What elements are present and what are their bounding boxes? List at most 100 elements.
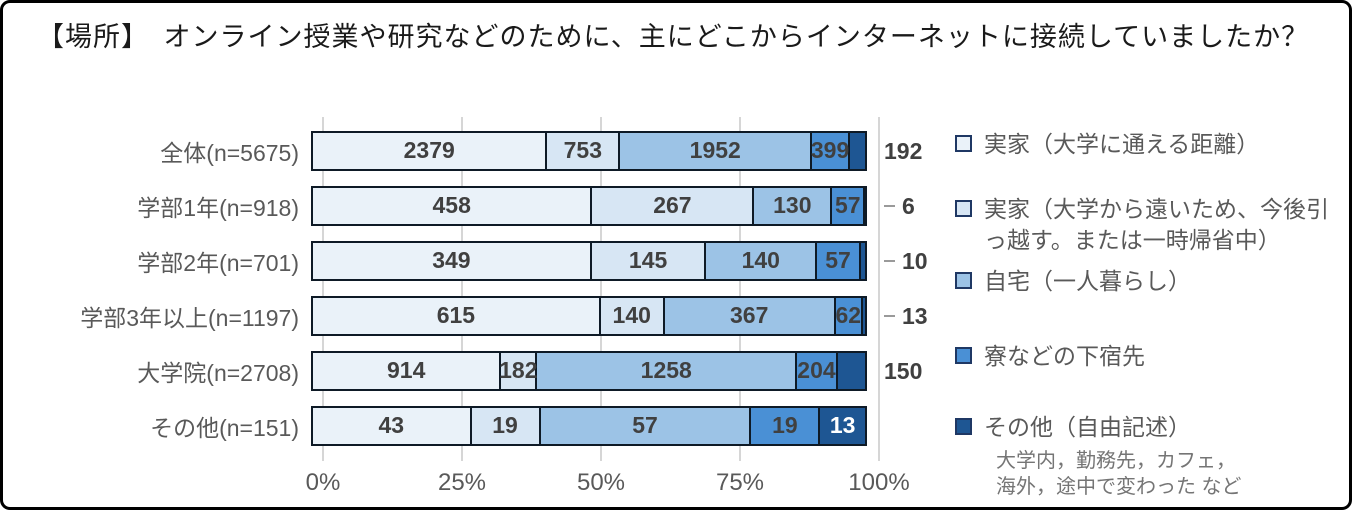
bar-value-label: 145 [628,246,668,273]
bar-segment [863,186,868,226]
bar-value-label: 2379 [403,136,455,163]
category-label: その他(n=151) [150,415,299,441]
bar-track: 615 140 367 62 [311,296,875,336]
category-label: 学部1年(n=918) [137,195,299,221]
chart-row: 大学院(n=2708) 914 182 1258 204 150 [3,351,1349,391]
category-label: 全体(n=5675) [160,140,299,166]
bar-value-label: 367 [729,301,769,328]
gridline [878,117,880,461]
legend: 実家（大学に通える距離） 実家（大学から遠いため、今後引っ越す。または一時帰省中）… [955,129,1349,500]
chart-row: 学部1年(n=918) 458 267 130 57 6 [3,186,1349,226]
bar-segment: 753 [545,131,621,171]
legend-item: 自宅（一人暮らし） [955,266,1349,297]
bar-value-label: 13 [829,411,856,438]
bar-segment: 267 [590,186,755,226]
bar-value-label: 57 [632,411,658,438]
bar-segment: 349 [311,241,592,281]
bar-segment: 367 [662,296,836,336]
legend-swatch [955,200,972,217]
bar-value-label: 130 [773,191,812,218]
x-tick-label: 25% [437,469,487,496]
bar-outside-label: 150 [884,358,922,385]
legend-label: 実家（大学から遠いため、今後引っ越す。または一時帰省中） [984,196,1329,253]
bar-value-label: 43 [378,411,405,438]
legend-item: 寮などの下宿先 [955,341,1349,372]
bar-outside-label: 10 [884,248,928,275]
bar-value-label: 458 [432,191,471,218]
bar-segment: 2379 [311,131,548,171]
bar-track: 349 145 140 57 [311,241,875,281]
bar-segment: 57 [830,186,866,226]
bar-segment: 1952 [618,131,813,171]
x-tick-label: 50% [576,469,626,496]
bar-outside-value: 192 [884,137,923,164]
bar-segment: 57 [538,406,752,446]
bar-value-label: 267 [653,191,692,218]
bar-outside-value: 150 [884,357,923,384]
bar-segment: 145 [589,241,707,281]
category-label: 大学院(n=2708) [137,360,299,386]
bar-value-label: 140 [612,301,651,328]
x-tick-label: 75% [715,469,765,496]
bar-outside-value: 13 [902,302,928,329]
chart-row: 学部2年(n=701) 349 145 140 57 10 [3,241,1349,281]
bar-outside-value: 10 [902,247,928,274]
legend-item: 実家（大学から遠いため、今後引っ越す。または一時帰省中） [955,194,1349,256]
bar-track: 458 267 130 57 [311,186,875,226]
gridline [322,117,324,461]
bar-outside-label: 13 [884,303,928,330]
bar-value-label: 914 [386,356,426,383]
bar-segment: 458 [311,186,593,226]
bar-value-label: 57 [825,246,851,273]
bar-rows: 全体(n=5675) 2379 753 1952 399 192 学部1年(n=918) 45… [3,131,1349,461]
leader-line [884,205,895,207]
bar-segment [858,241,867,281]
leader-line [884,260,895,262]
chart-row: 学部3年以上(n=1197) 615 140 367 62 13 [3,296,1349,336]
bar-segment [847,131,867,171]
legend-swatch [955,418,972,435]
bar-value-label: 204 [797,356,836,383]
legend-note-line: 大学内，勤務先，カフェ， [996,450,1236,472]
bar-segment: 13 [818,406,867,446]
bar-segment: 62 [833,296,863,336]
legend-note: 大学内，勤務先，カフェ， 海外，途中で変わった など [996,448,1349,500]
x-tick-label: 0% [305,469,341,496]
bar-value-label: 19 [492,411,518,438]
bar-segment [860,296,867,336]
chart-title: 【場所】 オンライン授業や研究などのために、主にどこからインターネットに接続して… [37,22,1310,52]
bar-value-label: 349 [432,246,471,273]
bar-track: 914 182 1258 204 [311,351,875,391]
leader-line [884,315,895,317]
bar-segment: 130 [752,186,833,226]
bar-value-label: 399 [810,136,850,163]
bar-track: 43 19 57 19 13 [311,406,875,446]
category-label: 学部3年以上(n=1197) [80,305,299,331]
legend-label: 自宅（一人暮らし） [984,268,1191,294]
bar-segment: 182 [499,351,537,391]
bar-segment: 140 [598,296,665,336]
legend-item: その他（自由記述） [955,412,1349,443]
bar-value-label: 19 [772,411,798,438]
bar-outside-value: 6 [902,192,915,219]
plot-area [322,117,880,461]
legend-item: 実家（大学に通える距離） [955,129,1349,160]
gridline [739,117,741,461]
legend-note-line: 海外，途中で変わった など [996,476,1242,498]
x-tick-label: 100% [848,469,910,496]
chart-row: 全体(n=5675) 2379 753 1952 399 192 [3,131,1349,171]
bar-outside-label: 192 [884,138,922,165]
bar-segment: 140 [704,241,818,281]
bar-track: 2379 753 1952 399 [311,131,875,171]
bar-segment: 204 [795,351,838,391]
bar-value-label: 615 [436,301,476,328]
bar-segment: 1258 [535,351,798,391]
bar-segment: 43 [311,406,472,446]
legend-label: 実家（大学に通える距離） [984,131,1260,157]
bar-value-label: 57 [834,191,861,218]
legend-swatch [955,347,972,364]
chart-row: その他(n=151) 43 19 57 19 13 [3,406,1349,446]
bar-value-label: 62 [835,301,862,328]
gridline [600,117,602,461]
